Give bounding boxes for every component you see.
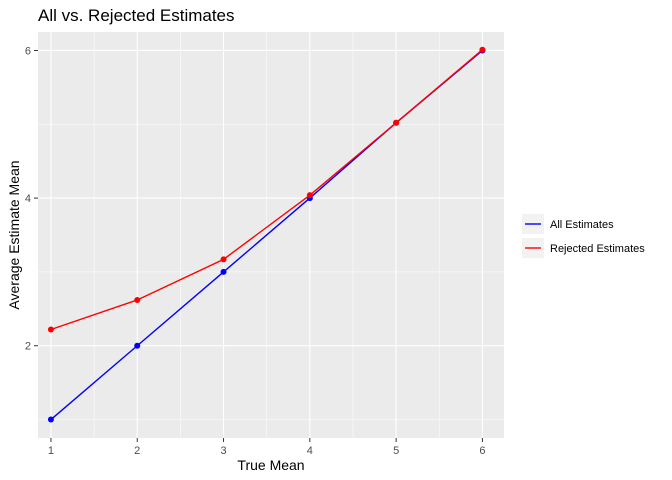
y-tick-label: 4: [25, 193, 31, 205]
major-gridlines: [38, 32, 504, 438]
x-tick-label: 5: [393, 445, 399, 457]
series-layer: [47, 46, 486, 423]
x-tick-label: 2: [134, 445, 140, 457]
y-tick-label: 2: [25, 341, 31, 353]
x-axis-title: True Mean: [237, 457, 304, 473]
data-point-rejected-estimates: [479, 46, 486, 53]
data-point-rejected-estimates: [306, 192, 313, 199]
x-tick-label: 6: [479, 445, 485, 457]
data-point-rejected-estimates: [393, 119, 400, 126]
x-tick-label: 1: [48, 445, 54, 457]
y-tick-label: 6: [25, 45, 31, 57]
data-point-rejected-estimates: [220, 256, 227, 263]
series-line-rejected-estimates: [50, 49, 483, 331]
data-point-all-estimates: [134, 342, 141, 349]
data-point-all-estimates: [220, 268, 227, 275]
minor-gridlines: [38, 32, 504, 438]
data-point-rejected-estimates: [134, 296, 141, 303]
legend-label-all-estimates: All Estimates: [550, 219, 614, 231]
y-axis: 2 4 6: [25, 45, 38, 353]
data-point-rejected-estimates: [47, 326, 54, 333]
x-tick-label: 4: [307, 445, 313, 457]
x-axis: 1 2 3 4 5 6: [48, 438, 485, 457]
legend-label-rejected-estimates: Rejected Estimates: [550, 243, 645, 255]
legend: All Estimates Rejected Estimates: [522, 214, 645, 258]
data-point-all-estimates: [47, 416, 54, 423]
y-axis-title: Average Estimate Mean: [6, 160, 22, 309]
x-tick-label: 3: [220, 445, 226, 457]
plot-panel: [38, 32, 504, 438]
chart-title: All vs. Rejected Estimates: [38, 6, 235, 25]
